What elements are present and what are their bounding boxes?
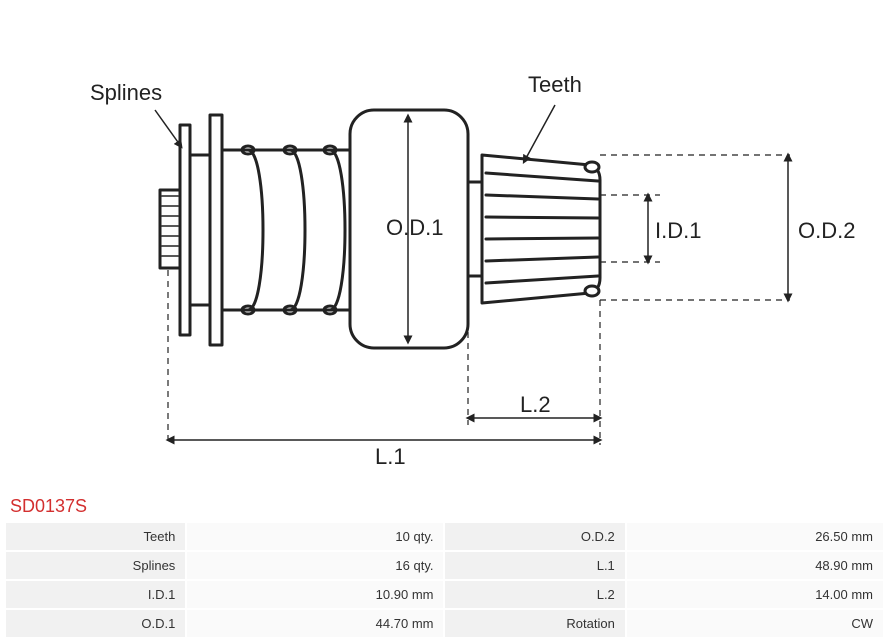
spec-value: 26.50 mm [627, 523, 883, 550]
spec-label: L.2 [445, 581, 624, 608]
spec-value: CW [627, 610, 883, 637]
spec-value: 10.90 mm [187, 581, 443, 608]
label-splines: Splines [90, 80, 162, 105]
spec-value: 44.70 mm [187, 610, 443, 637]
label-od2: O.D.2 [798, 218, 855, 243]
spec-label: Splines [6, 552, 185, 579]
label-id1: I.D.1 [655, 218, 701, 243]
spec-table: Teeth10 qty.O.D.226.50 mmSplines16 qty.L… [0, 521, 889, 643]
label-l1: L.1 [375, 444, 406, 469]
table-row: Splines16 qty.L.148.90 mm [6, 552, 883, 579]
spec-value: 14.00 mm [627, 581, 883, 608]
label-od1: O.D.1 [386, 215, 443, 240]
label-l2: L.2 [520, 392, 551, 417]
table-row: I.D.110.90 mmL.214.00 mm [6, 581, 883, 608]
spec-value: 48.90 mm [627, 552, 883, 579]
spec-label: O.D.1 [6, 610, 185, 637]
spec-value: 10 qty. [187, 523, 443, 550]
product-code: SD0137S [0, 490, 889, 521]
spec-label: Teeth [6, 523, 185, 550]
spec-label: L.1 [445, 552, 624, 579]
label-teeth: Teeth [528, 72, 582, 97]
spec-label: O.D.2 [445, 523, 624, 550]
table-row: Teeth10 qty.O.D.226.50 mm [6, 523, 883, 550]
spec-label: I.D.1 [6, 581, 185, 608]
technical-diagram: Splines Teeth O.D.1 I.D.1 O.D.2 L.2 L.1 [0, 0, 889, 490]
table-row: O.D.144.70 mmRotationCW [6, 610, 883, 637]
spec-label: Rotation [445, 610, 624, 637]
spec-value: 16 qty. [187, 552, 443, 579]
